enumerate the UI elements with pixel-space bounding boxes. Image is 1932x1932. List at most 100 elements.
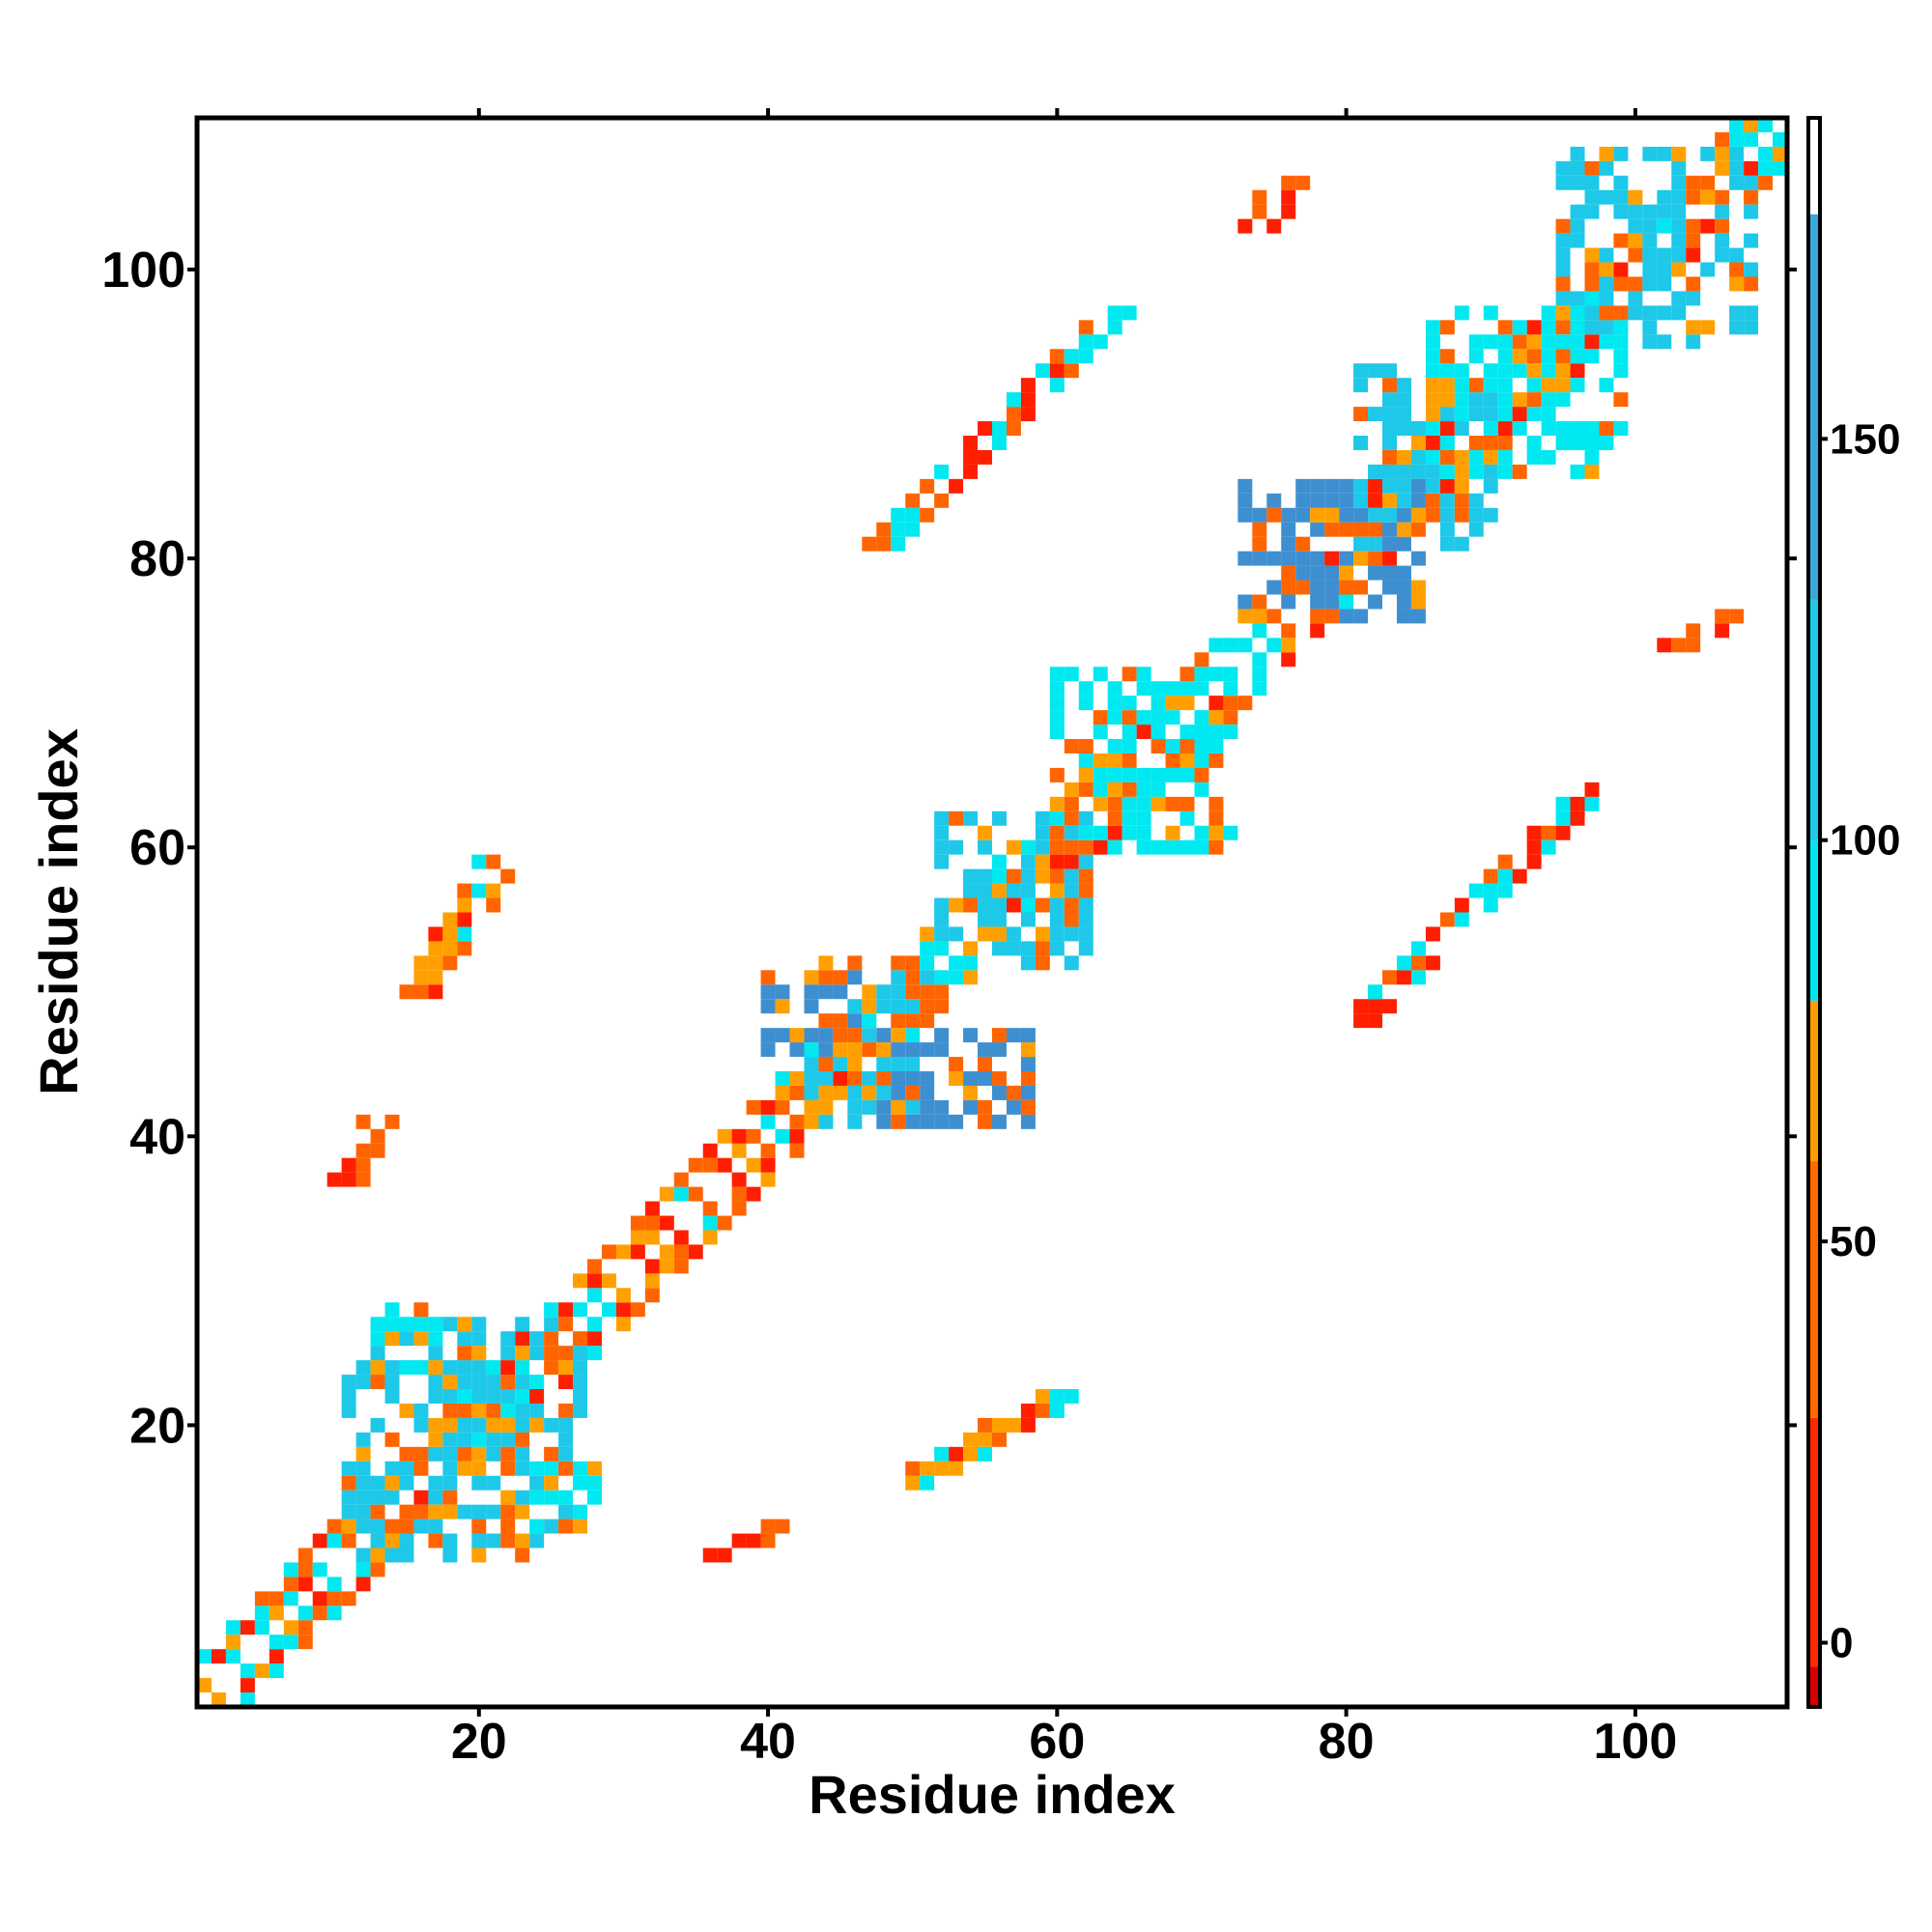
heatmap-cell	[1107, 710, 1122, 725]
heatmap-cell	[1454, 407, 1469, 422]
heatmap-cell	[1020, 868, 1036, 884]
heatmap-cell	[1020, 1099, 1036, 1115]
heatmap-cell	[1252, 507, 1267, 523]
heatmap-cell	[1628, 218, 1643, 234]
heatmap-cell	[1729, 146, 1745, 161]
heatmap-cell	[876, 522, 892, 537]
y-tick-label: 20	[129, 1398, 185, 1454]
heatmap-cell	[1483, 421, 1498, 436]
heatmap-cell	[1613, 363, 1629, 379]
heatmap-cell	[1078, 854, 1094, 869]
heatmap-cell	[457, 1461, 472, 1476]
heatmap-cell	[1599, 262, 1614, 277]
heatmap-cell	[558, 1417, 574, 1433]
heatmap-cell	[1035, 825, 1050, 840]
heatmap-cell	[1368, 522, 1383, 537]
heatmap-cell	[1252, 536, 1267, 552]
heatmap-cell	[283, 1591, 298, 1606]
heatmap-cell	[442, 1446, 458, 1462]
heatmap-cell	[1555, 276, 1571, 292]
colorbar-tick-label: 150	[1830, 415, 1900, 463]
heatmap-cell	[1324, 522, 1340, 537]
heatmap-cell	[269, 1634, 284, 1650]
heatmap-cell	[818, 1057, 834, 1071]
heatmap-cell	[1266, 551, 1282, 566]
heatmap-cell	[775, 1028, 790, 1043]
heatmap-cell	[1310, 594, 1325, 610]
heatmap-cell	[558, 1317, 574, 1332]
heatmap-cell	[688, 1186, 703, 1202]
heatmap-cell	[1064, 825, 1079, 840]
heatmap-cell	[1497, 378, 1513, 393]
heatmap-cell	[949, 810, 964, 826]
heatmap-cell	[428, 1504, 443, 1520]
heatmap-cell	[1657, 218, 1672, 234]
heatmap-cell	[240, 1663, 255, 1679]
heatmap-cell	[1281, 652, 1296, 668]
heatmap-cell	[1049, 926, 1065, 942]
heatmap-cell	[341, 1519, 356, 1534]
heatmap-cell	[891, 1085, 906, 1100]
heatmap-cell	[1410, 594, 1426, 610]
heatmap-cell	[905, 984, 921, 1000]
heatmap-cell	[934, 839, 950, 855]
heatmap-cell	[1310, 580, 1325, 595]
heatmap-cell	[934, 493, 950, 508]
heatmap-cell	[1541, 392, 1556, 408]
heatmap-cell	[1410, 941, 1426, 956]
heatmap-cell	[891, 1028, 906, 1043]
heatmap-cell	[486, 1475, 501, 1491]
heatmap-cell	[587, 1273, 602, 1289]
heatmap-cell	[1584, 291, 1600, 306]
heatmap-cell	[949, 1114, 964, 1129]
heatmap-cell	[1657, 204, 1672, 219]
heatmap-cell	[1252, 681, 1267, 696]
heatmap-cell	[558, 1403, 574, 1418]
heatmap-cell	[949, 970, 964, 985]
heatmap-cell	[731, 1128, 747, 1144]
heatmap-cell	[949, 897, 964, 913]
heatmap-cell	[1555, 436, 1571, 450]
heatmap-cell	[486, 1504, 501, 1520]
heatmap-cell	[1324, 580, 1340, 595]
heatmap-cell	[1599, 247, 1614, 263]
heatmap-cell	[573, 1389, 588, 1404]
heatmap-cell	[905, 1057, 921, 1071]
heatmap-cell	[355, 1446, 371, 1462]
heatmap-cell	[1006, 941, 1021, 956]
heatmap-cell	[1657, 638, 1672, 653]
x-axis-ticks: 20 40 60 80 100	[451, 108, 1677, 1770]
heatmap-cell	[1165, 739, 1180, 753]
heatmap-cell	[1570, 363, 1585, 379]
heatmap-cell	[442, 1548, 458, 1563]
colorbar-band	[1808, 599, 1820, 840]
heatmap-cell	[1497, 868, 1513, 884]
heatmap-cell	[949, 1071, 964, 1086]
heatmap-cell	[1353, 609, 1369, 624]
heatmap-cell	[1555, 810, 1571, 826]
heatmap-cell	[804, 984, 819, 1000]
heatmap-cell	[486, 1375, 501, 1389]
heatmap-cell	[529, 1533, 545, 1548]
heatmap-cell	[1310, 609, 1325, 624]
heatmap-cell	[1425, 349, 1440, 364]
heatmap-cell	[804, 1114, 819, 1129]
heatmap-cell	[1382, 407, 1397, 422]
heatmap-cell	[1107, 681, 1122, 696]
heatmap-cell	[876, 1057, 892, 1071]
heatmap-cell	[573, 1375, 588, 1389]
heatmap-cell	[573, 1273, 588, 1289]
heatmap-cell	[1570, 796, 1585, 811]
heatmap-cell	[1541, 363, 1556, 379]
heatmap-cell	[1006, 421, 1021, 436]
heatmap-cell	[1773, 131, 1787, 147]
heatmap-cell	[1570, 160, 1585, 176]
heatmap-cell	[1729, 160, 1745, 176]
heatmap-cell	[876, 1114, 892, 1129]
heatmap-cell	[818, 1042, 834, 1058]
heatmap-cell	[1439, 507, 1455, 523]
heatmap-cell	[992, 1028, 1007, 1043]
heatmap-cell	[486, 883, 501, 898]
heatmap-cell	[500, 1519, 516, 1534]
